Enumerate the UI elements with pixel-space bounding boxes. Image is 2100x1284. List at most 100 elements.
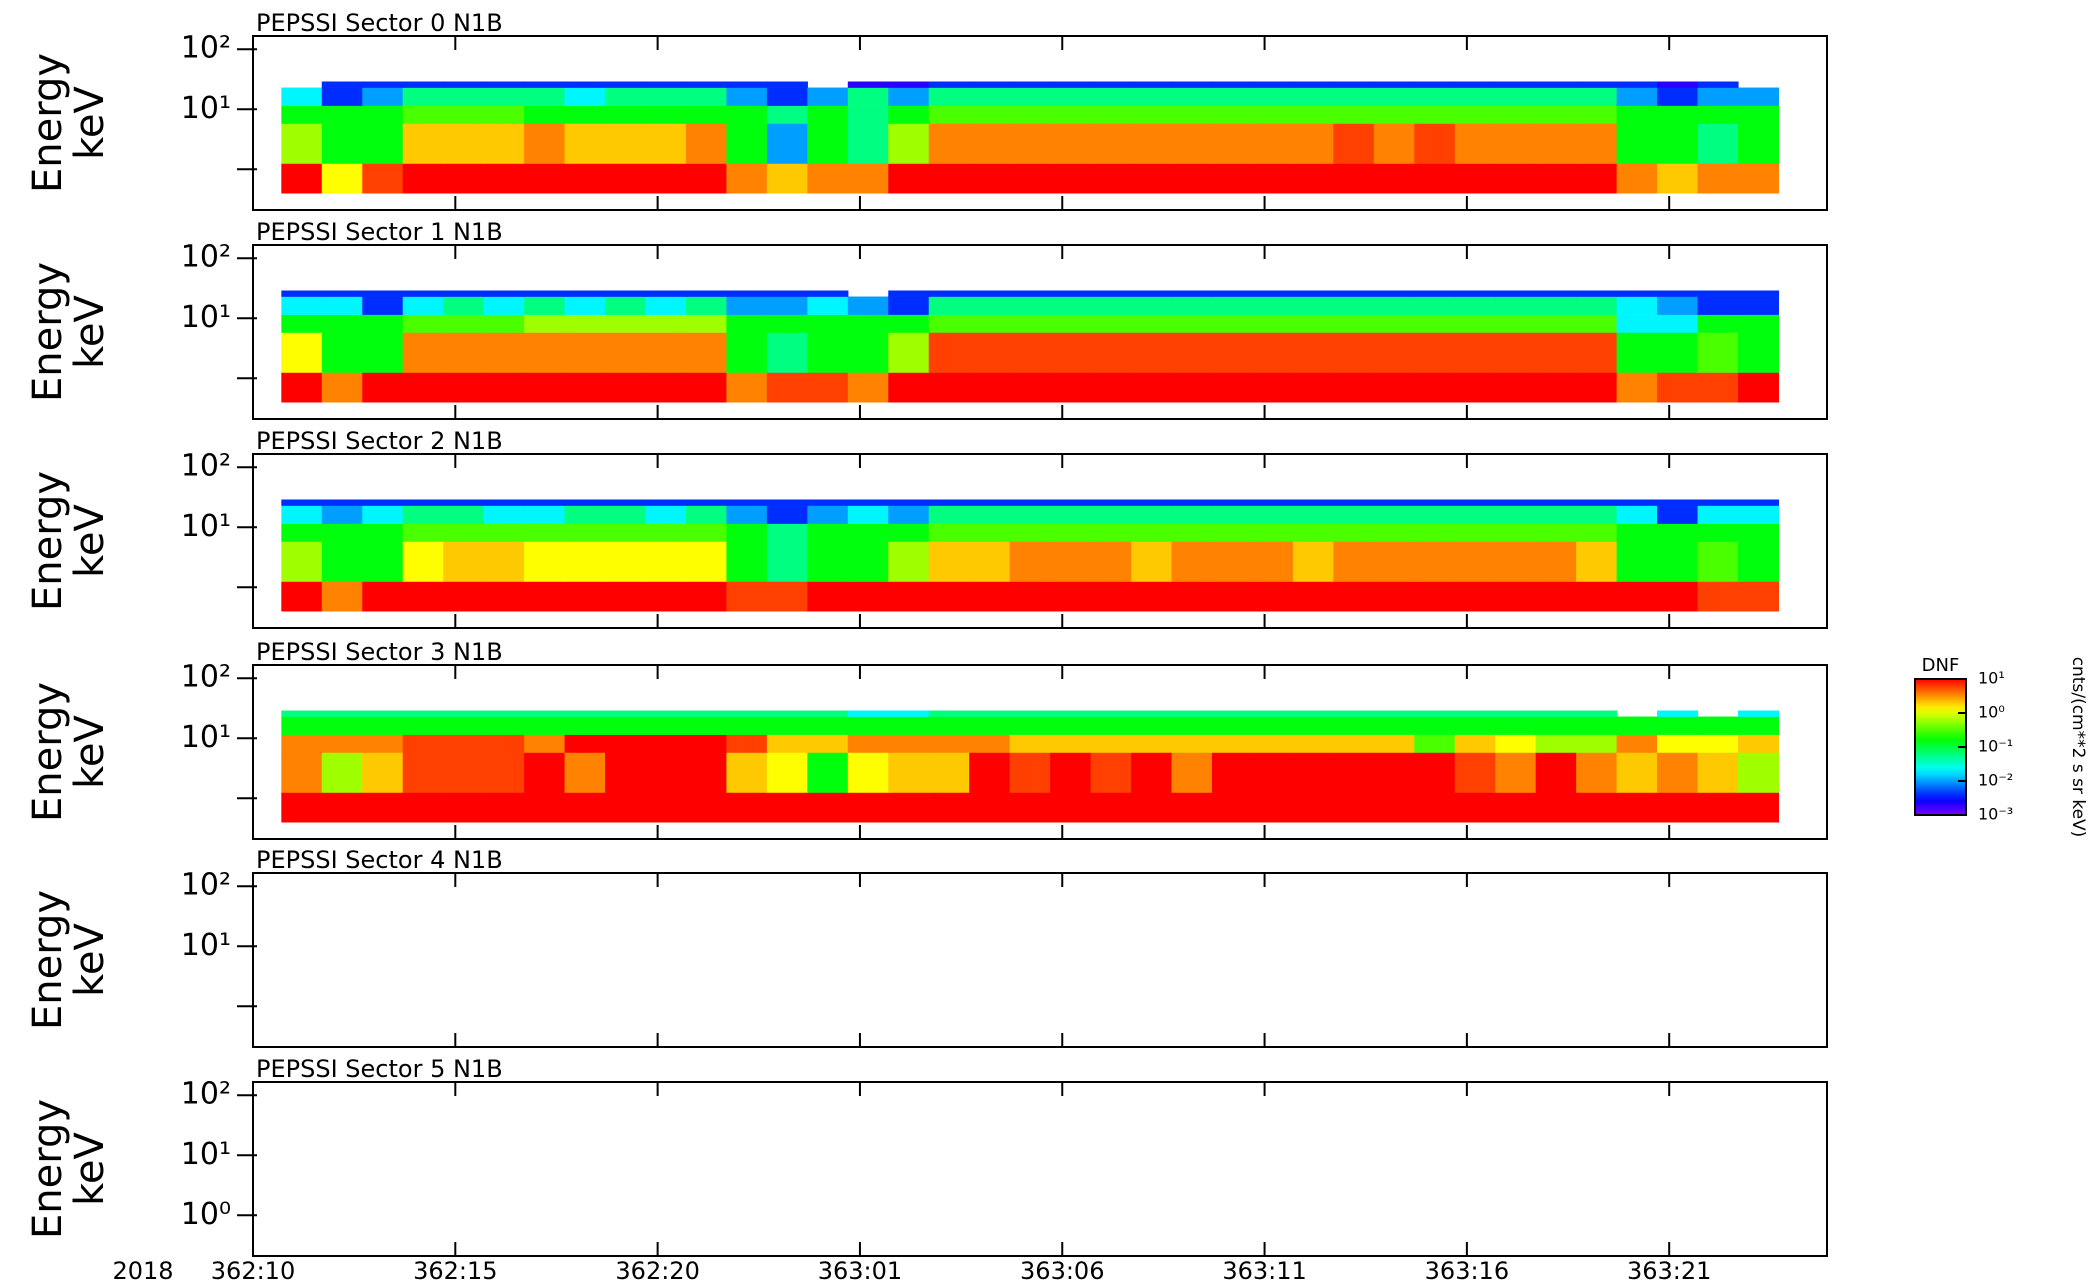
heatmap-cell: [1616, 105, 1658, 124]
heatmap-cell: [1576, 163, 1618, 194]
heatmap-cell: [524, 541, 566, 582]
heatmap-cell: [1657, 710, 1699, 717]
y-tick-label: 10²: [181, 240, 231, 275]
heatmap-cell: [605, 505, 647, 524]
heatmap-cell: [281, 163, 323, 194]
heatmap-cell: [1697, 87, 1739, 106]
heatmap-cell: [1657, 296, 1699, 315]
heatmap-cell: [969, 710, 1011, 717]
heatmap-cell: [483, 541, 525, 582]
heatmap-cell: [1292, 752, 1334, 793]
heatmap-cell: [1050, 734, 1092, 753]
heatmap-cell: [524, 372, 566, 403]
colorbar-tick-label: 10⁻²: [1978, 771, 2013, 790]
heatmap-cell: [564, 296, 606, 315]
heatmap-cell: [1535, 290, 1577, 297]
heatmap-cell: [1616, 163, 1658, 194]
heatmap-cell: [685, 505, 728, 524]
heatmap-cell: [483, 752, 525, 793]
heatmap-cell: [685, 734, 728, 753]
heatmap-cell: [1050, 290, 1092, 297]
y-tick-label: 10⁰: [181, 1197, 231, 1232]
heatmap-cell: [685, 792, 728, 823]
heatmap-cell: [645, 372, 687, 403]
heatmap-cell: [1292, 87, 1334, 106]
heatmap-cell: [1414, 581, 1456, 612]
heatmap-cell: [443, 372, 485, 403]
y-axis-label: keV: [67, 923, 113, 997]
heatmap-cell: [1414, 123, 1456, 164]
heatmap-cell: [1737, 372, 1780, 403]
heatmap-cell: [1495, 372, 1537, 403]
heatmap-cell: [807, 716, 849, 735]
heatmap-cell: [1292, 541, 1334, 582]
y-axis-label: Energy: [25, 262, 71, 402]
heatmap-cell: [1576, 81, 1618, 88]
plot-frame: [252, 453, 1828, 629]
heatmap-cell: [605, 734, 647, 753]
heatmap-cell: [1495, 716, 1537, 735]
heatmap-cell: [928, 792, 970, 823]
heatmap-cell: [1131, 290, 1173, 297]
heatmap-cell: [362, 752, 404, 793]
heatmap-cell: [1252, 716, 1294, 735]
heatmap-cell: [1737, 290, 1780, 297]
heatmap-cell: [1414, 792, 1456, 823]
heatmap-cell: [1454, 523, 1496, 542]
heatmap-cell: [1535, 105, 1577, 124]
heatmap-cell: [1737, 752, 1780, 793]
heatmap-cell: [1211, 734, 1254, 753]
heatmap-cell: [1697, 716, 1739, 735]
heatmap-cell: [1211, 163, 1254, 194]
heatmap-cell: [1697, 163, 1739, 194]
heatmap-cell: [645, 710, 687, 717]
heatmap-cell: [564, 716, 606, 735]
heatmap-cell: [1535, 505, 1577, 524]
heatmap-cell: [1657, 716, 1699, 735]
heatmap-cell: [564, 499, 606, 506]
heatmap-cell: [564, 752, 606, 793]
heatmap-cell: [726, 581, 768, 612]
heatmap-cell: [1576, 372, 1618, 403]
heatmap-cell: [605, 716, 647, 735]
heatmap-cell: [847, 87, 889, 106]
heatmap-cell: [1333, 734, 1375, 753]
heatmap-cell: [281, 581, 323, 612]
heatmap-cell: [1131, 505, 1173, 524]
heatmap-cell: [1414, 752, 1456, 793]
heatmap-cell: [605, 372, 647, 403]
plot-frame: [252, 872, 1828, 1048]
heatmap-cell: [1009, 105, 1051, 124]
heatmap-cell: [281, 710, 323, 717]
heatmap-cell: [1333, 123, 1375, 164]
heatmap-cell: [1495, 710, 1537, 717]
heatmap-cell: [524, 792, 566, 823]
heatmap-cell: [1697, 541, 1739, 582]
heatmap-cell: [483, 332, 525, 373]
heatmap-cell: [402, 372, 444, 403]
heatmap-cell: [1050, 314, 1092, 333]
heatmap-cell: [483, 163, 525, 194]
heatmap-cell: [1454, 372, 1496, 403]
heatmap-cell: [726, 499, 768, 506]
heatmap-cell: [564, 523, 606, 542]
heatmap-cell: [321, 523, 363, 542]
heatmap-cell: [443, 581, 485, 612]
heatmap-cell: [1009, 752, 1051, 793]
heatmap-cell: [321, 752, 363, 793]
heatmap-cell: [1292, 332, 1334, 373]
heatmap-cell: [685, 581, 728, 612]
colorbar-tick-label: 10⁰: [1978, 703, 2005, 722]
heatmap-cell: [402, 332, 444, 373]
heatmap-cell: [483, 734, 525, 753]
heatmap-cell: [685, 716, 728, 735]
heatmap-cell: [1009, 716, 1051, 735]
heatmap-cell: [1535, 581, 1577, 612]
heatmap-cell: [281, 105, 323, 124]
heatmap-cell: [847, 314, 889, 333]
heatmap-cell: [847, 81, 889, 88]
heatmap-cell: [1414, 290, 1456, 297]
heatmap-cell: [402, 290, 444, 297]
